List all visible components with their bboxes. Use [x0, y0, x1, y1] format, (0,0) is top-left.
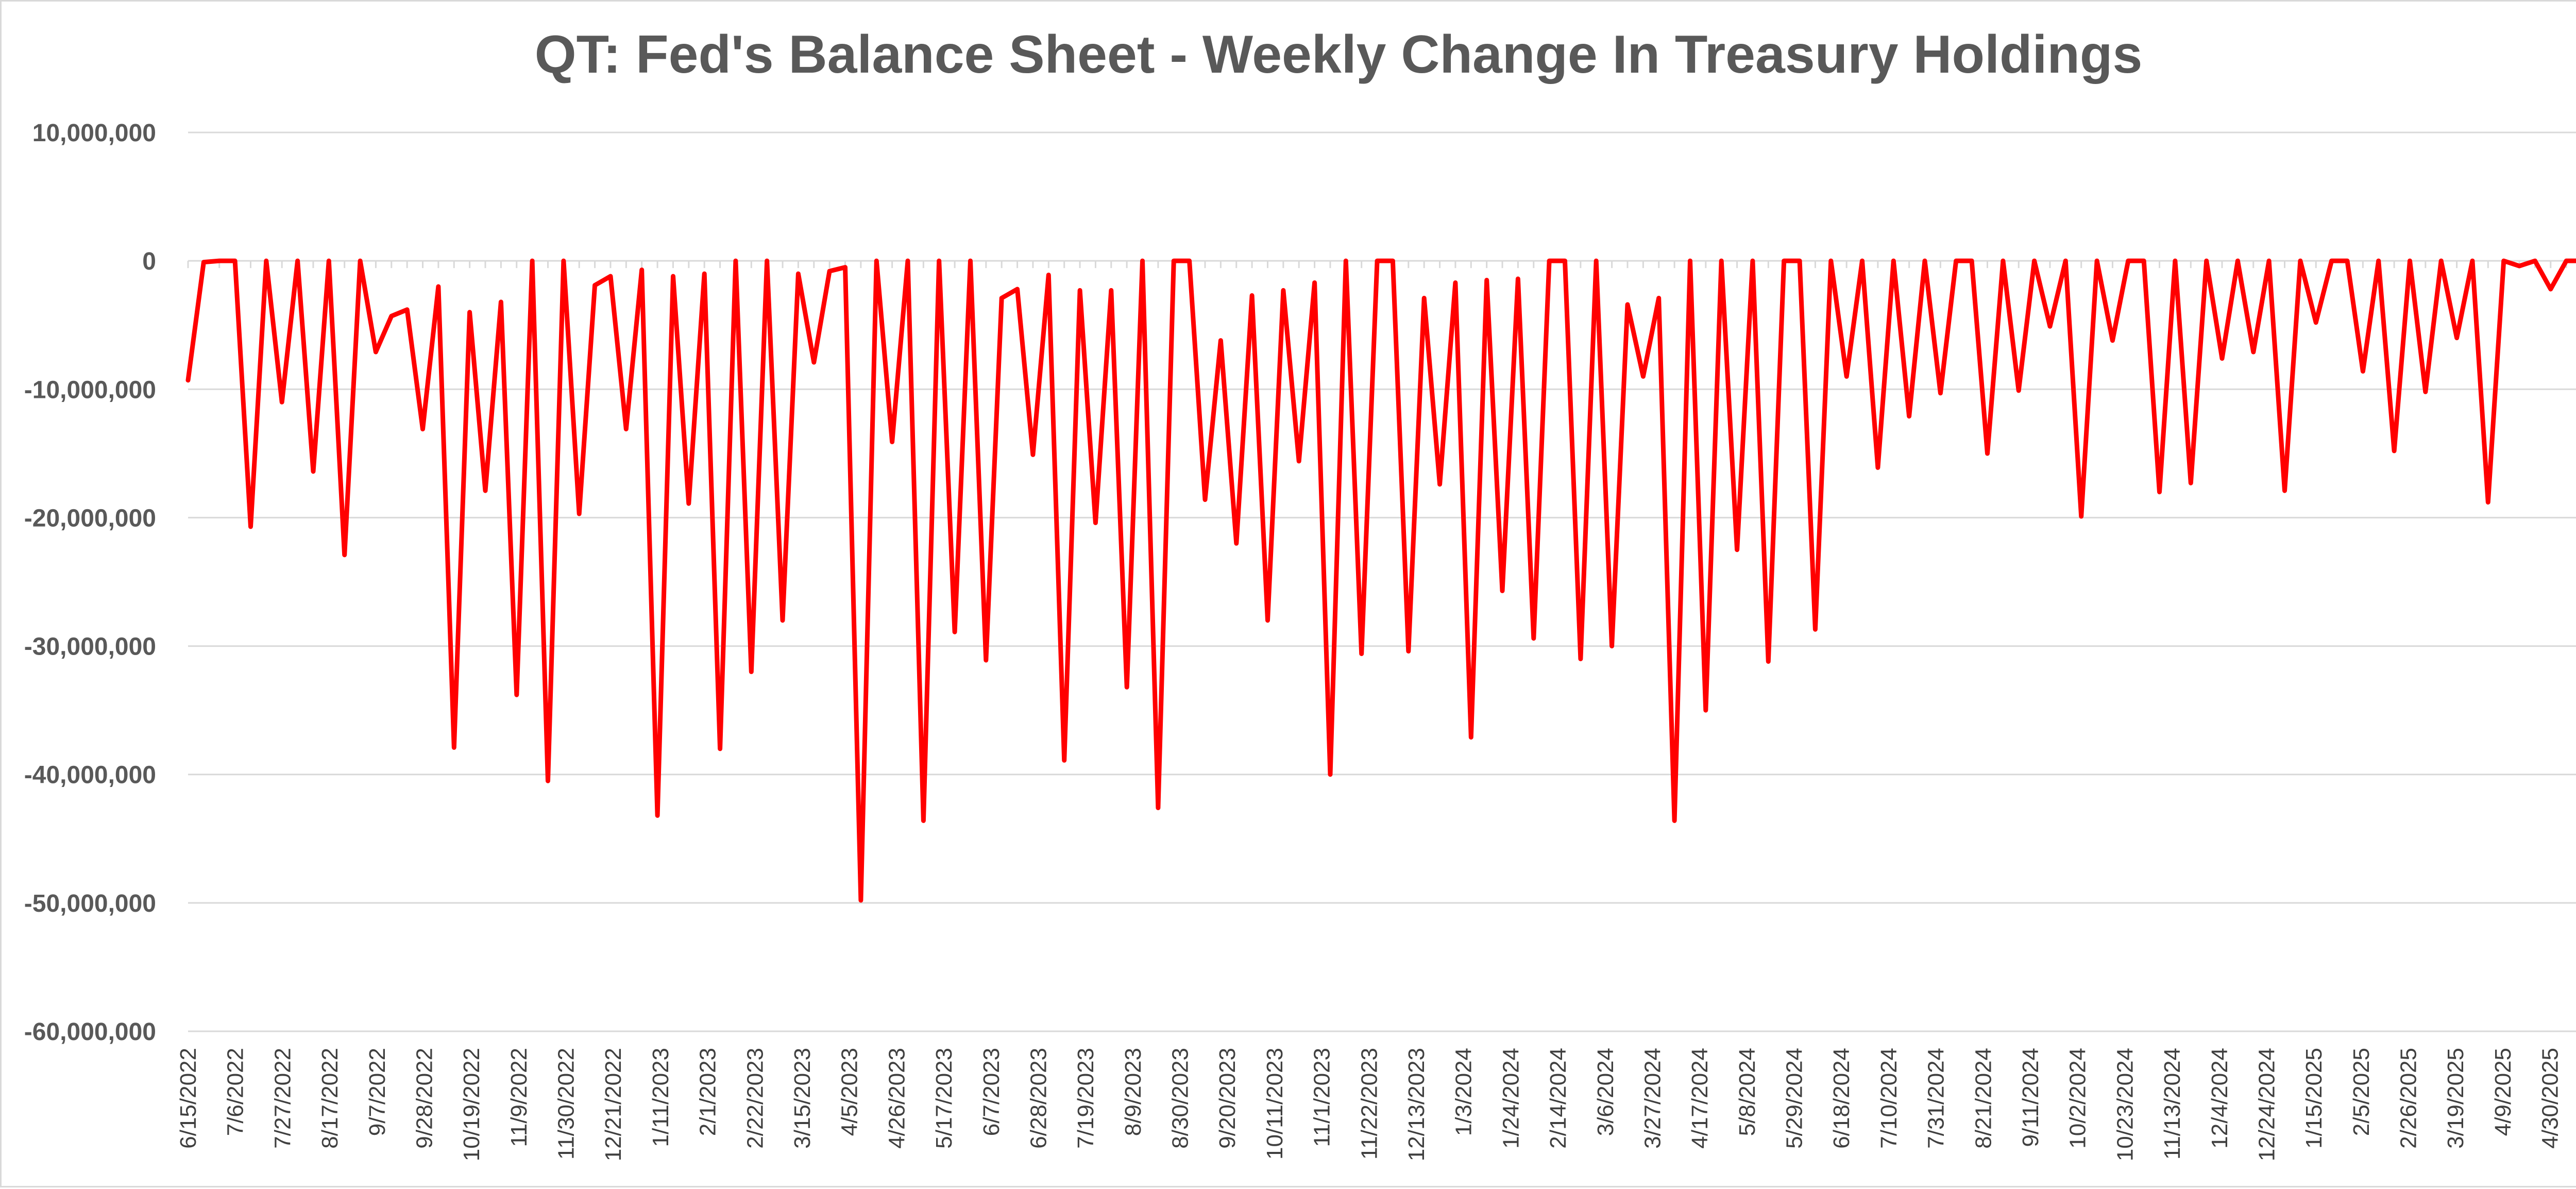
x-tick-label: 7/19/2023: [1073, 1048, 1098, 1149]
x-tick-label: 11/9/2022: [506, 1048, 532, 1147]
x-tick-label: 6/15/2022: [176, 1048, 201, 1149]
x-tick-label: 7/6/2022: [223, 1048, 248, 1136]
x-tick-label: 10/19/2022: [459, 1048, 484, 1161]
y-tick-label: -40,000,000: [24, 762, 156, 789]
x-tick-label: 10/11/2023: [1262, 1048, 1287, 1160]
x-tick-label: 8/30/2023: [1168, 1048, 1193, 1149]
x-tick-label: 12/24/2024: [2254, 1048, 2279, 1161]
x-tick-label: 11/22/2023: [1357, 1048, 1382, 1160]
x-tick-label: 1/3/2024: [1451, 1048, 1477, 1136]
y-tick-label: 10,000,000: [32, 120, 156, 147]
x-tick-label: 4/5/2023: [837, 1048, 862, 1136]
x-tick-label: 3/6/2024: [1593, 1048, 1618, 1136]
series-layer: [185, 258, 2576, 903]
x-tick-label: 9/28/2022: [412, 1048, 437, 1149]
x-tick-label: 3/19/2025: [2443, 1048, 2468, 1149]
x-tick-label: 1/24/2024: [1498, 1048, 1523, 1149]
y-tick-label: -20,000,000: [24, 505, 156, 532]
x-tick-label: 7/27/2022: [270, 1048, 295, 1149]
x-tick-label: 1/15/2025: [2301, 1048, 2327, 1149]
x-tick-label: 9/11/2024: [2018, 1048, 2043, 1147]
gridlines: [187, 131, 2576, 1032]
series-line: [185, 258, 2576, 903]
x-tick-label: 7/31/2024: [1924, 1048, 1949, 1149]
x-tick-label: 12/13/2023: [1404, 1048, 1429, 1161]
x-tick-label: 3/27/2024: [1640, 1048, 1665, 1149]
x-tick-label: 7/10/2024: [1876, 1048, 1902, 1149]
x-tick-label: 6/18/2024: [1829, 1048, 1854, 1149]
x-tick-label: 5/17/2023: [931, 1048, 957, 1149]
y-tick-label: -50,000,000: [24, 890, 156, 917]
y-tick-label: -60,000,000: [24, 1018, 156, 1046]
x-tick-label: 8/21/2024: [1971, 1048, 1996, 1149]
x-tick-label: 8/9/2023: [1121, 1048, 1146, 1136]
x-tick-label: 6/7/2023: [979, 1048, 1004, 1136]
x-axis-ticks: 6/15/2022 7/6/2022 7/27/2022 8/17/2022 9/7/2…: [176, 1048, 2563, 1161]
x-tick-label: 4/30/2025: [2538, 1048, 2563, 1149]
x-tick-label: 2/22/2023: [742, 1048, 768, 1149]
x-tick-label: 4/9/2025: [2490, 1048, 2516, 1136]
x-tick-label: 12/4/2024: [2207, 1048, 2232, 1149]
x-tick-label: 8/17/2022: [317, 1048, 343, 1149]
x-tick-label: 11/13/2024: [2160, 1048, 2185, 1160]
x-tick-label: 11/1/2023: [1310, 1048, 1335, 1147]
x-tick-label: 2/26/2025: [2396, 1048, 2421, 1149]
y-axis-ticks: 10,000,000 0 -10,000,000 -20,000,000 -30,000…: [24, 120, 156, 1046]
x-tick-label: 12/21/2022: [601, 1048, 626, 1161]
x-tick-label: 5/29/2024: [1782, 1048, 1807, 1149]
x-tick-label: 2/1/2023: [696, 1048, 721, 1136]
chart-title: QT: Fed's Balance Sheet - Weekly Change …: [535, 25, 2143, 85]
x-tick-label: 9/20/2023: [1215, 1048, 1240, 1149]
y-tick-label: -10,000,000: [24, 376, 156, 404]
x-tick-label: 10/23/2024: [2112, 1048, 2138, 1161]
x-tick-label: 11/30/2022: [554, 1048, 579, 1160]
x-tick-label: 4/26/2023: [884, 1048, 909, 1149]
x-tick-label: 10/2/2024: [2065, 1048, 2091, 1149]
x-tick-label: 2/5/2025: [2349, 1048, 2374, 1136]
y-tick-label: -30,000,000: [24, 633, 156, 661]
x-tick-label: 5/8/2024: [1735, 1048, 1760, 1136]
x-tick-label: 2/14/2024: [1546, 1048, 1571, 1149]
y-tick-label: 0: [142, 248, 156, 275]
x-tick-label: 6/28/2023: [1026, 1048, 1051, 1149]
x-tick-label: 1/11/2023: [648, 1048, 673, 1147]
x-tick-label: 9/7/2022: [365, 1048, 390, 1136]
x-tick-label: 4/17/2024: [1687, 1048, 1713, 1149]
x-tick-label: 3/15/2023: [790, 1048, 815, 1149]
